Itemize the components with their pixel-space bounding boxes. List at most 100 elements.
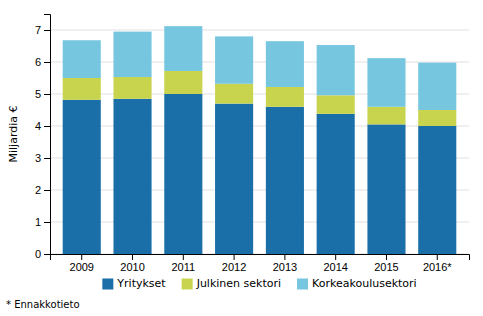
axis-line [44, 15, 51, 255]
grid-line [50, 126, 469, 127]
legend-label: Julkinen sektori [196, 277, 281, 290]
tick-mark [44, 222, 50, 223]
bar [164, 94, 202, 254]
tick: 5 [35, 88, 50, 100]
grid-line [50, 222, 469, 223]
bars [63, 26, 457, 254]
tick-label: 2009 [70, 261, 94, 273]
bar [317, 114, 355, 254]
bar [164, 26, 202, 71]
tick-mark [386, 254, 387, 260]
bar [113, 99, 151, 254]
tick: 2009 [70, 254, 94, 273]
tick-mark [44, 94, 50, 95]
tick-label: 5 [35, 88, 41, 100]
legend-item: Yritykset [102, 277, 166, 290]
tick-mark [284, 254, 285, 260]
tick-mark [81, 254, 82, 260]
tick: 2013 [273, 254, 297, 273]
tick-mark [437, 254, 438, 260]
tick-label: 2014 [323, 261, 347, 273]
legend-swatch [182, 279, 193, 290]
bar [215, 36, 253, 83]
tick-mark [44, 62, 50, 63]
tick: 2016* [423, 254, 452, 273]
tick-mark [132, 254, 133, 260]
x-axis: 2009 2010 2011 2012 2013 2014 2015 2016* [51, 254, 470, 273]
bar [266, 87, 304, 107]
bar [266, 107, 304, 254]
bar [418, 110, 456, 126]
tick-label: 2 [35, 184, 41, 196]
tick-label: 2010 [120, 261, 144, 273]
bar [367, 107, 405, 125]
bar [113, 77, 151, 99]
tick-label: 7 [35, 24, 41, 36]
tick: 6 [35, 56, 50, 68]
tick: 3 [35, 152, 50, 164]
tick: 4 [35, 120, 50, 132]
bar [418, 63, 456, 110]
tick-mark [183, 254, 184, 260]
tick-label: 3 [35, 152, 41, 164]
tick-label: 0 [35, 248, 41, 260]
bar [215, 84, 253, 104]
bar [113, 32, 151, 77]
tick: 1 [35, 216, 50, 228]
series [63, 26, 457, 110]
grid-line [50, 190, 469, 191]
bar [418, 126, 456, 254]
tick: 0 [35, 248, 50, 260]
tick-mark [44, 190, 50, 191]
tick-mark [44, 126, 50, 127]
tick-label: 2016* [423, 261, 452, 273]
axis-line [51, 255, 470, 261]
bar [367, 58, 405, 107]
bar [367, 124, 405, 254]
bar [317, 95, 355, 114]
y-axis: 0 1 2 3 4 5 6 7 [35, 15, 51, 261]
tick-mark [234, 254, 235, 260]
bar [215, 104, 253, 254]
bar [63, 100, 101, 254]
legend-item: Julkinen sektori [182, 277, 281, 290]
bar [317, 45, 355, 95]
legend-swatch [102, 279, 113, 290]
tick: 2010 [120, 254, 144, 273]
tick-label: 2013 [273, 261, 297, 273]
legend-swatch [297, 279, 308, 290]
tick-label: 2015 [374, 261, 398, 273]
tick: 7 [35, 24, 50, 36]
tick-label: 6 [35, 56, 41, 68]
legend: Yritykset Julkinen sektori Korkeakoulusekt… [102, 277, 416, 290]
tick-mark [44, 158, 50, 159]
chart: 2009 2010 2011 2012 2013 2014 2015 2016* 0 1 2 3 4 5 6… [0, 0, 483, 316]
series [63, 94, 457, 254]
tick: 2015 [374, 254, 398, 273]
tick-label: 2011 [171, 261, 195, 273]
grid-line [50, 62, 469, 63]
bar [266, 41, 304, 87]
tick: 2 [35, 184, 50, 196]
grid-line [50, 94, 469, 95]
legend-item: Korkeakoulusektori [297, 277, 417, 290]
bar [164, 71, 202, 94]
tick-mark [335, 254, 336, 260]
y-axis-title: Miljardia € [7, 105, 20, 162]
tick-mark [44, 30, 50, 31]
grid [50, 30, 469, 254]
grid-line [50, 158, 469, 159]
tick-label: 4 [35, 120, 41, 132]
legend-label: Yritykset [116, 277, 166, 290]
tick-label: 2012 [222, 261, 246, 273]
plot: 2009 2010 2011 2012 2013 2014 2015 2016* 0 1 2 3 4 5 6… [35, 15, 470, 273]
footnote: * Ennakkotieto [6, 299, 80, 310]
bar [63, 40, 101, 78]
tick-mark [44, 254, 50, 255]
legend-label: Korkeakoulusektori [312, 277, 417, 290]
tick: 2014 [323, 254, 347, 273]
tick-label: 1 [35, 216, 41, 228]
grid-line [50, 30, 469, 31]
bar [63, 78, 101, 100]
tick: 2012 [222, 254, 246, 273]
